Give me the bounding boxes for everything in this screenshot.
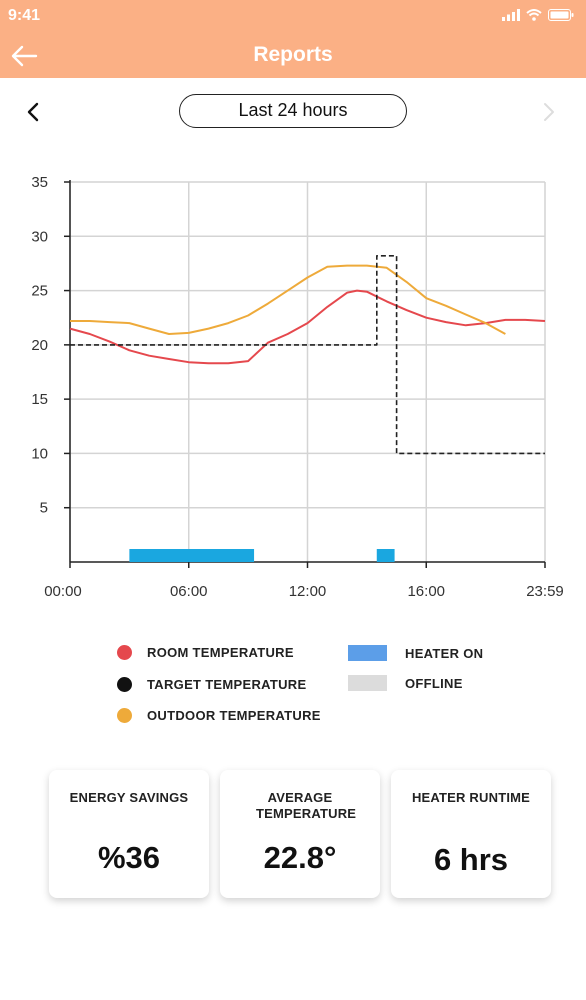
card-value: %36 (97, 840, 161, 875)
legend-offline: OFFLINE (348, 675, 463, 691)
legend-room-temperature: ROOM TEMPERATURE (117, 645, 294, 660)
next-range-chevron-icon (544, 103, 554, 121)
card-value: 6 hrs (433, 842, 509, 877)
legend-label: ROOM TEMPERATURE (147, 645, 294, 660)
y-tick-label: 10 (31, 445, 48, 462)
cellular-signal-icon (502, 9, 520, 21)
legend-label: HEATER ON (405, 645, 484, 661)
status-icons (502, 9, 574, 21)
legend-heater-on: HEATER ON (348, 645, 483, 661)
heater-on-block (376, 549, 395, 562)
previous-range-chevron-icon[interactable] (22, 97, 46, 127)
temperature-chart: 5 10 15 20 25 30 35 00:00 06:00 12:00 16:00 23:59 (0, 160, 586, 610)
y-tick-label: 15 (31, 391, 48, 408)
energy-savings-card: ENERGY SAVINGS %36 (49, 770, 209, 898)
x-tick-label: 06:00 (170, 583, 208, 600)
legend-label: OFFLINE (405, 675, 463, 691)
chart-legend: ROOM TEMPERATURE TARGET TEMPERATURE OUTD… (0, 630, 586, 740)
x-tick-label: 23:59 (526, 583, 564, 600)
status-time: 9:41 (8, 7, 41, 24)
x-tick-label: 16:00 (407, 583, 445, 600)
legend-swatch (348, 645, 387, 661)
heater-runtime-card: HEATER RUNTIME 6 hrs (391, 770, 551, 898)
legend-label: OUTDOOR TEMPERATURE (147, 708, 321, 723)
heater-on-block (129, 549, 255, 562)
card-value: 22.8° (263, 840, 337, 875)
legend-dot (117, 645, 132, 660)
card-label: HEATER RUNTIME (411, 790, 531, 805)
x-tick-label: 00:00 (44, 583, 82, 600)
status-bar: 9:41 (0, 0, 586, 34)
y-tick-label: 5 (40, 500, 48, 517)
page-title: Reports (253, 43, 333, 66)
legend-label: TARGET TEMPERATURE (147, 677, 307, 692)
card-label: AVERAGE TEMPERATURE (256, 790, 357, 821)
legend-dot (117, 708, 132, 723)
series-line-room-temperature (69, 289, 546, 365)
chart-svg: 5 10 15 20 25 30 35 00:00 06:00 12:00 16:00 23:59 (31, 174, 564, 600)
legend-target-temperature: TARGET TEMPERATURE (117, 677, 306, 692)
legend-swatch (348, 675, 387, 691)
legend-dot (117, 677, 132, 692)
time-range-selector[interactable]: Last 24 hours (179, 94, 407, 128)
y-tick-label: 30 (31, 228, 48, 245)
average-temperature-card: AVERAGE TEMPERATURE 22.8° (220, 770, 380, 898)
app-header: Reports (0, 34, 586, 78)
series-line-outdoor-temperature (70, 264, 506, 335)
x-tick-label: 12:00 (289, 583, 327, 600)
wifi-icon (526, 9, 542, 21)
y-tick-label: 35 (31, 174, 48, 191)
battery-icon (548, 9, 574, 21)
back-arrow-icon[interactable] (10, 42, 40, 70)
legend-outdoor-temperature: OUTDOOR TEMPERATURE (117, 708, 321, 723)
y-tick-label: 25 (31, 283, 48, 300)
y-tick-label: 20 (31, 337, 48, 354)
card-label: ENERGY SAVINGS (69, 790, 189, 805)
